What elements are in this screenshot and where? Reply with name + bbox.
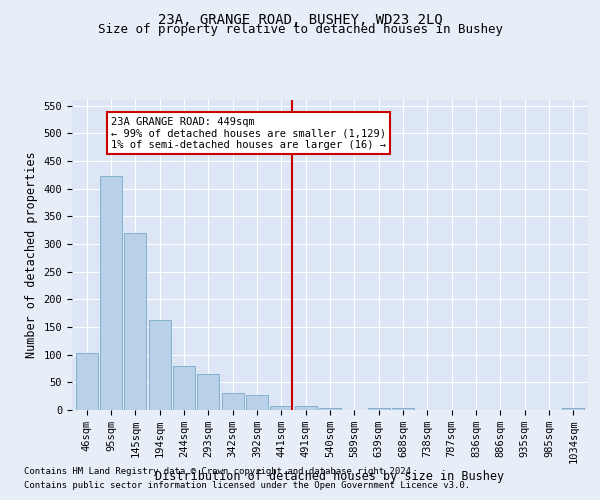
Text: Contains public sector information licensed under the Open Government Licence v3: Contains public sector information licen… <box>24 481 470 490</box>
Bar <box>392 408 414 410</box>
Bar <box>124 233 146 410</box>
Text: Contains HM Land Registry data © Crown copyright and database right 2024.: Contains HM Land Registry data © Crown c… <box>24 467 416 476</box>
Bar <box>100 176 122 410</box>
Text: 23A, GRANGE ROAD, BUSHEY, WD23 2LQ: 23A, GRANGE ROAD, BUSHEY, WD23 2LQ <box>158 12 442 26</box>
X-axis label: Distribution of detached houses by size in Bushey: Distribution of detached houses by size … <box>155 470 505 484</box>
Bar <box>319 408 341 410</box>
Bar <box>173 366 195 410</box>
Bar <box>149 320 170 410</box>
Bar <box>197 374 219 410</box>
Bar <box>271 406 292 410</box>
Text: Size of property relative to detached houses in Bushey: Size of property relative to detached ho… <box>97 22 503 36</box>
Bar <box>295 406 317 410</box>
Bar <box>368 408 389 410</box>
Text: 23A GRANGE ROAD: 449sqm
← 99% of detached houses are smaller (1,129)
1% of semi-: 23A GRANGE ROAD: 449sqm ← 99% of detache… <box>111 116 386 150</box>
Bar <box>562 408 584 410</box>
Bar <box>76 353 98 410</box>
Bar <box>246 394 268 410</box>
Bar <box>221 394 244 410</box>
Y-axis label: Number of detached properties: Number of detached properties <box>25 152 38 358</box>
